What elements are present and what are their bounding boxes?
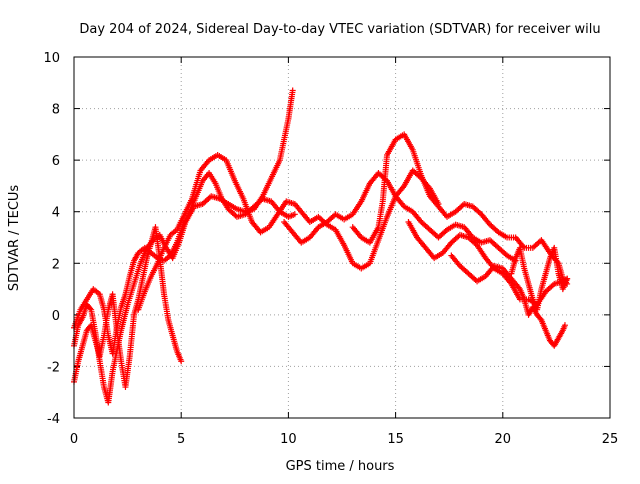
y-tick-label: 8 — [52, 103, 60, 118]
y-axis-label: SDTVAR / TECUs — [7, 185, 22, 292]
data-point — [87, 305, 94, 312]
series-track-3 — [71, 224, 185, 391]
x-tick-label: 15 — [387, 432, 404, 447]
data-point — [289, 87, 296, 94]
y-tick-label: 10 — [43, 51, 60, 66]
y-tick-label: 0 — [52, 309, 60, 324]
x-tick-label: 5 — [177, 432, 185, 447]
series-track-2 — [71, 87, 296, 406]
series-track-4 — [135, 151, 442, 313]
data-point — [178, 358, 185, 365]
x-tick-label: 25 — [602, 432, 619, 447]
y-tick-label: 2 — [52, 257, 60, 272]
data-point — [561, 322, 568, 329]
data-point — [564, 275, 571, 282]
data-point — [291, 211, 298, 218]
data-point — [537, 315, 544, 322]
x-tick-label: 0 — [70, 432, 78, 447]
chart-title: Day 204 of 2024, Sidereal Day-to-day VTE… — [79, 22, 600, 37]
x-axis-label: GPS time / hours — [286, 459, 395, 474]
y-tick-label: -2 — [47, 360, 60, 375]
series-track-7 — [405, 219, 571, 308]
plot-frame — [73, 56, 611, 419]
x-tick-label: 10 — [280, 432, 297, 447]
y-tick-label: -4 — [47, 412, 60, 427]
data-points — [71, 87, 571, 406]
y-tick-label: 6 — [52, 154, 60, 169]
series-track-8 — [448, 252, 568, 349]
x-tick-label: 20 — [495, 432, 512, 447]
series-track-9 — [508, 244, 571, 313]
axis-ticks: 0 5 10 15 20 25 -4 -2 0 2 4 6 8 10 — [43, 51, 618, 447]
y-tick-label: 4 — [52, 206, 60, 221]
